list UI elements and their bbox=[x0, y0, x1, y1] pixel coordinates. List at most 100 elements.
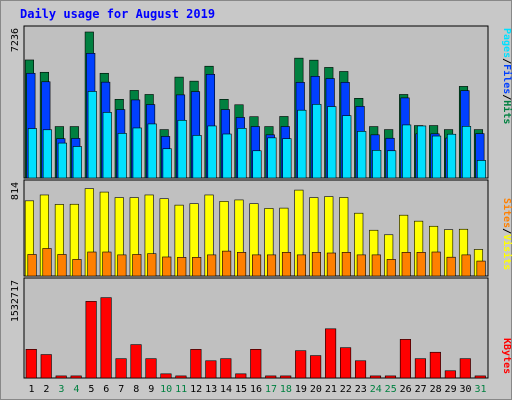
pages-bar bbox=[402, 124, 412, 179]
kbytes-bar bbox=[130, 344, 142, 379]
pages-bar bbox=[42, 129, 52, 179]
sites-bar bbox=[72, 259, 82, 277]
sites-bar bbox=[386, 259, 396, 277]
day-label: 8 bbox=[133, 384, 139, 395]
kbytes-bar bbox=[384, 375, 397, 379]
chart-title: Daily usage for August 2019 bbox=[20, 7, 215, 21]
kbytes-bar bbox=[235, 373, 247, 379]
day-label: 17 bbox=[265, 384, 277, 395]
kbytes-bar bbox=[220, 358, 232, 379]
pages-bar bbox=[177, 119, 187, 179]
day-label: 7 bbox=[118, 384, 124, 395]
sites-bar bbox=[416, 252, 426, 277]
sites-bar bbox=[192, 257, 202, 277]
kbytes-bar bbox=[399, 339, 411, 379]
kbytes-bar bbox=[55, 375, 67, 379]
pages-bar bbox=[446, 133, 457, 179]
sites-bar bbox=[87, 251, 97, 277]
day-label: 30 bbox=[460, 384, 472, 395]
kbytes-bar bbox=[25, 348, 37, 379]
legend: Sites/Visits bbox=[501, 198, 512, 270]
pages-bar bbox=[297, 109, 307, 179]
legend-entry: Hits bbox=[501, 100, 512, 124]
sites-bar bbox=[27, 254, 37, 277]
legend-entry: / bbox=[501, 58, 512, 64]
day-label: 25 bbox=[385, 384, 397, 395]
sites-bar bbox=[162, 256, 172, 277]
pages-bar bbox=[207, 125, 217, 179]
kbytes-bar bbox=[369, 375, 382, 379]
day-label: 11 bbox=[175, 384, 187, 395]
pages-bar bbox=[132, 127, 142, 179]
sites-bar bbox=[476, 260, 486, 277]
pages-bar bbox=[27, 128, 38, 179]
sites-bar bbox=[431, 251, 441, 277]
sites-bar bbox=[132, 254, 142, 277]
day-label: 13 bbox=[205, 384, 217, 395]
pages-bar bbox=[372, 150, 382, 179]
kbytes-bar bbox=[100, 297, 112, 379]
legend-entry: / bbox=[501, 94, 512, 100]
day-label: 2 bbox=[43, 384, 49, 395]
day-label: 21 bbox=[325, 384, 337, 395]
kbytes-bar bbox=[310, 355, 322, 379]
pages-bar bbox=[72, 146, 82, 179]
day-label: 10 bbox=[160, 384, 172, 395]
kbytes-bar bbox=[325, 328, 337, 379]
sites-bar bbox=[311, 252, 321, 277]
legend-entry: Sites bbox=[501, 198, 512, 228]
pages-bar bbox=[57, 142, 67, 179]
day-label: 22 bbox=[340, 384, 352, 395]
pages-bar bbox=[102, 112, 112, 179]
day-label: 23 bbox=[355, 384, 367, 395]
sites-bar bbox=[252, 254, 262, 277]
legend-entry: Visits bbox=[501, 234, 512, 270]
day-label: 28 bbox=[430, 384, 442, 395]
pages-bar bbox=[87, 91, 97, 179]
kbytes-bar bbox=[40, 354, 52, 379]
sites-bar bbox=[266, 254, 277, 277]
kbytes-bar bbox=[160, 373, 172, 379]
sites-bar bbox=[326, 252, 336, 277]
kbytes-bar bbox=[474, 375, 486, 379]
legend-entry: / bbox=[501, 228, 512, 234]
kbytes-bar bbox=[414, 358, 426, 379]
sites-bar bbox=[341, 252, 351, 277]
day-label: 15 bbox=[235, 384, 247, 395]
day-label: 18 bbox=[280, 384, 292, 395]
sites-bar bbox=[401, 252, 411, 277]
pages-bar bbox=[417, 125, 427, 179]
kbytes-bar bbox=[85, 301, 97, 379]
pages-bar bbox=[237, 128, 247, 179]
day-label: 9 bbox=[148, 384, 154, 395]
pages-bar bbox=[432, 135, 442, 179]
kbytes-bar bbox=[459, 358, 471, 379]
day-label: 31 bbox=[474, 384, 486, 395]
kbytes-bar bbox=[354, 360, 367, 379]
kbytes-bar bbox=[190, 349, 202, 379]
kbytes-bar bbox=[70, 375, 82, 379]
pages-bar bbox=[327, 106, 337, 179]
sites-bar bbox=[371, 254, 381, 277]
day-label: 16 bbox=[250, 384, 262, 395]
sites-bar bbox=[207, 254, 217, 277]
legend: KBytes bbox=[501, 338, 512, 374]
day-label: 26 bbox=[400, 384, 412, 395]
kbytes-bar bbox=[175, 375, 187, 379]
legend-entry: Pages bbox=[501, 28, 512, 58]
sites-bar bbox=[281, 252, 292, 277]
kbytes-bar bbox=[295, 350, 307, 379]
pages-bar bbox=[162, 148, 172, 179]
kbytes-bar bbox=[205, 360, 217, 379]
pages-bar bbox=[222, 133, 232, 179]
day-label: 14 bbox=[220, 384, 232, 395]
day-label: 29 bbox=[445, 384, 457, 395]
pages-bar bbox=[387, 150, 397, 179]
day-label: 3 bbox=[58, 384, 64, 395]
sites-bar bbox=[42, 248, 52, 277]
pages-bar bbox=[282, 138, 292, 179]
day-label: 5 bbox=[88, 384, 94, 395]
kbytes-bar bbox=[429, 351, 441, 379]
kbytes-bar bbox=[340, 347, 352, 379]
kbytes-bar bbox=[265, 375, 277, 379]
